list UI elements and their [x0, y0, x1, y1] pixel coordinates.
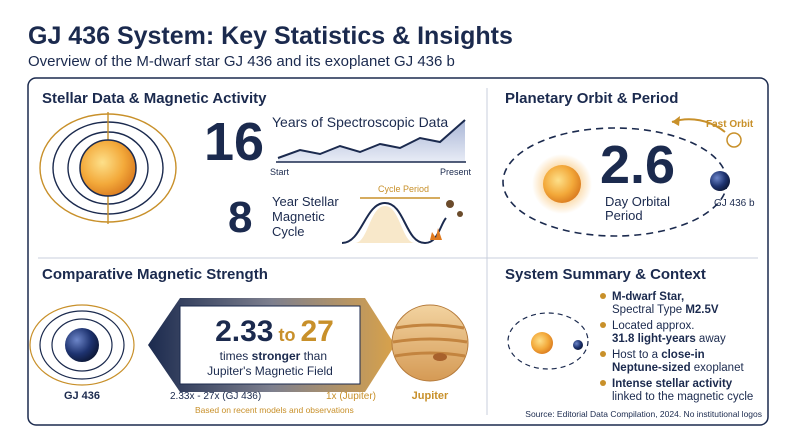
- star: [79, 139, 137, 197]
- summary-line: linked to the magnetic cycle: [612, 391, 753, 403]
- summary-text: linked to the magnetic cycle: [612, 391, 753, 403]
- star: [65, 328, 99, 362]
- summary-text: exoplanet: [691, 362, 745, 374]
- range-value: 2.33 to 27: [193, 315, 347, 348]
- summary-text: Intense stellar activity: [612, 378, 733, 390]
- trend-area: [278, 120, 465, 162]
- orbit-path: [507, 312, 589, 370]
- comparison-box: [179, 305, 361, 385]
- star: [531, 332, 553, 354]
- sunspot-icon: [446, 200, 454, 208]
- range-low: 2.33: [215, 315, 273, 348]
- axis-label: Present: [440, 167, 472, 177]
- clock-icon: [726, 132, 742, 148]
- jupiter-bands: [392, 323, 468, 358]
- summary-text: 31.8 light-years: [612, 333, 696, 345]
- summary-text: away: [696, 333, 726, 345]
- caption: Jupiter's Magnetic Field: [207, 364, 333, 378]
- stat-label: Day Orbital: [605, 194, 670, 209]
- scale-label: 1x (Jupiter): [326, 391, 376, 402]
- caption: times stronger than: [203, 349, 337, 363]
- summary-text: M-dwarf Star,: [612, 291, 684, 303]
- range-to: to: [278, 325, 295, 345]
- summary-text: Neptune-sized: [612, 362, 691, 374]
- source: Source: Editorial Data Compilation, 2024…: [525, 409, 762, 419]
- jupiter: [391, 304, 469, 382]
- stat-label: Magnetic: [272, 209, 325, 224]
- stat-label: Years of Spectroscopic Data: [272, 114, 448, 130]
- fast-orbit-label: Fast Orbit: [706, 119, 754, 130]
- bullet: [600, 293, 606, 299]
- stat-label: Period: [605, 208, 643, 223]
- caption-part: stronger: [252, 349, 301, 363]
- bullet: [600, 351, 606, 357]
- magnetic-star-icon: [39, 112, 177, 224]
- summary-list: M-dwarf Star,Spectral Type M2.5V Located …: [600, 291, 753, 403]
- panel-heading: Stellar Data & Magnetic Activity: [42, 90, 267, 107]
- stat-label: Year Stellar: [272, 194, 339, 209]
- sunspot-icon: [457, 211, 463, 217]
- caption-part: times: [220, 349, 252, 363]
- cycle-period-label: Cycle Period: [378, 184, 429, 194]
- summary-line: Spectral Type M2.5V: [612, 304, 719, 316]
- object-label: GJ 436: [64, 390, 100, 402]
- panel-heading: Planetary Orbit & Period: [505, 90, 678, 107]
- trend-line: [277, 119, 466, 159]
- subtitle: Overview of the M-dwarf star GJ 436 and …: [28, 53, 455, 70]
- summary-line: Intense stellar activity: [612, 378, 733, 390]
- planet: [710, 171, 730, 191]
- range-high: 27: [300, 315, 333, 348]
- object-label: Jupiter: [412, 390, 449, 402]
- stat-value: 2.6: [600, 135, 675, 195]
- stat-label: Cycle: [272, 224, 305, 239]
- stat-value: 16: [204, 112, 264, 172]
- bullet: [600, 380, 606, 386]
- cycle-fill: [355, 206, 415, 243]
- magnetic-field-icon: [29, 304, 135, 386]
- orbit-arrow-head: [672, 116, 680, 126]
- scale-label: 2.33x - 27x (GJ 436): [170, 391, 261, 402]
- great-red-spot: [433, 353, 447, 361]
- planet: [573, 340, 583, 350]
- flare-icon: [430, 228, 442, 240]
- panel-heading: Comparative Magnetic Strength: [42, 266, 268, 283]
- summary-text: Located approx.: [612, 320, 694, 332]
- summary-line: Neptune-sized exoplanet: [612, 362, 744, 374]
- summary-text: M2.5V: [685, 304, 719, 316]
- panel-heading: System Summary & Context: [505, 266, 706, 283]
- caption-part: than: [300, 349, 327, 363]
- axis-label: Start: [270, 167, 290, 177]
- summary-text: Spectral Type: [612, 304, 685, 316]
- summary-line: 31.8 light-years away: [612, 333, 726, 345]
- summary-line: M-dwarf Star,: [612, 291, 684, 303]
- star: [543, 165, 581, 203]
- summary-line: Located approx.: [612, 320, 694, 332]
- summary-text: Host to a: [612, 349, 661, 361]
- planet-label: GJ 436 b: [714, 198, 755, 209]
- summary-text: close-in: [661, 349, 704, 361]
- stat-value: 8: [228, 193, 252, 242]
- title: GJ 436 System: Key Statistics & Insights: [28, 22, 513, 50]
- summary-line: Host to a close-in: [612, 349, 705, 361]
- bullet: [600, 322, 606, 328]
- note: Based on recent models and observations: [195, 405, 354, 415]
